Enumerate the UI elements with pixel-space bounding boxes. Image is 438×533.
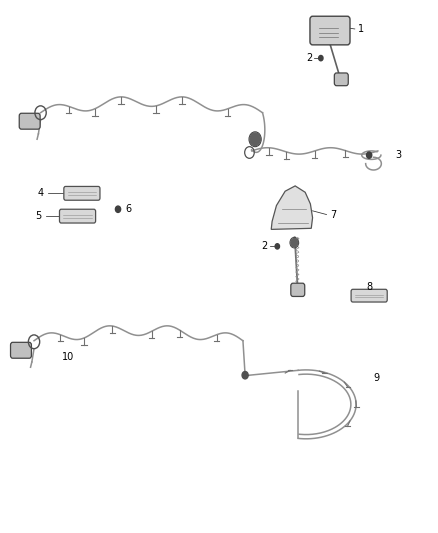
- Circle shape: [116, 206, 120, 213]
- Text: 8: 8: [366, 281, 372, 292]
- Text: 2: 2: [261, 241, 268, 252]
- FancyBboxPatch shape: [64, 187, 100, 200]
- Text: 10: 10: [62, 352, 74, 361]
- Circle shape: [250, 133, 260, 146]
- FancyBboxPatch shape: [334, 73, 348, 86]
- Text: 5: 5: [35, 211, 42, 221]
- Polygon shape: [271, 186, 313, 229]
- Text: 7: 7: [330, 209, 336, 220]
- Text: 6: 6: [125, 204, 131, 214]
- Text: 3: 3: [395, 150, 401, 160]
- FancyBboxPatch shape: [310, 16, 350, 45]
- Circle shape: [275, 244, 279, 249]
- FancyBboxPatch shape: [351, 289, 387, 302]
- FancyBboxPatch shape: [60, 209, 95, 223]
- FancyBboxPatch shape: [291, 283, 305, 296]
- Text: 4: 4: [38, 188, 44, 198]
- Circle shape: [291, 238, 298, 247]
- Text: 9: 9: [374, 373, 380, 383]
- Circle shape: [367, 152, 372, 158]
- Circle shape: [242, 372, 248, 379]
- Text: 2: 2: [306, 53, 312, 63]
- Text: 1: 1: [358, 24, 364, 34]
- FancyBboxPatch shape: [11, 342, 32, 358]
- FancyBboxPatch shape: [19, 114, 40, 129]
- Circle shape: [319, 55, 323, 61]
